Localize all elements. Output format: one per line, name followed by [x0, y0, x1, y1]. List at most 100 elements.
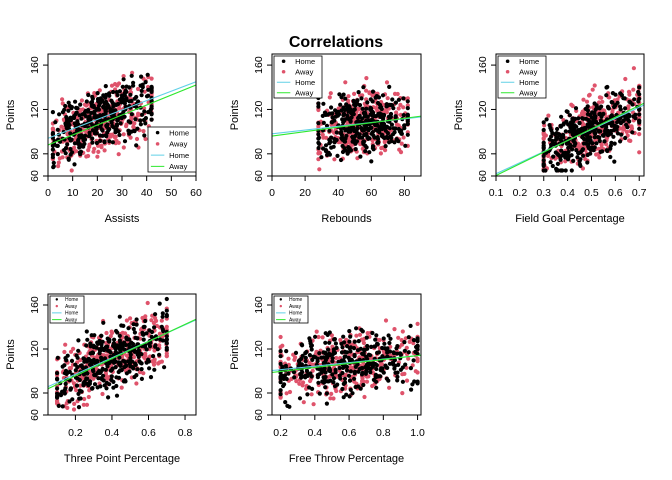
plot-frame — [271, 53, 422, 177]
home-point — [395, 378, 400, 383]
away-point — [301, 400, 306, 405]
x-tick-label: 0.1 — [489, 187, 504, 199]
home-point — [339, 95, 344, 100]
home-point — [345, 113, 350, 118]
away-point — [121, 74, 126, 79]
x-axis-label: Free Throw Percentage — [289, 453, 404, 465]
away-point — [153, 315, 158, 321]
home-point — [77, 396, 82, 401]
legend-away-points-label: Away — [65, 304, 78, 310]
away-point — [300, 383, 305, 388]
home-point — [555, 151, 560, 156]
away-point — [56, 164, 61, 169]
home-point — [392, 358, 397, 363]
home-point — [326, 379, 331, 384]
home-point — [70, 150, 75, 155]
home-point — [76, 391, 81, 396]
x-tick-label: 0.4 — [308, 427, 323, 439]
away-point — [398, 150, 404, 155]
home-point — [129, 73, 134, 78]
plot-frame — [47, 293, 197, 416]
home-point — [411, 338, 416, 343]
away-point — [316, 124, 321, 129]
home-point — [73, 368, 78, 373]
away-point — [624, 129, 629, 134]
away-point — [141, 371, 146, 376]
home-point — [340, 365, 346, 370]
home-point — [117, 355, 122, 360]
away-point — [374, 105, 379, 111]
home-point — [316, 140, 321, 145]
x-tick-label: 0.6 — [342, 427, 357, 439]
x-tick-label: 0.7 — [632, 187, 647, 199]
home-point — [341, 334, 346, 339]
away-point — [152, 348, 157, 353]
y-tick-label: 60 — [253, 409, 265, 421]
home-point — [287, 404, 292, 409]
home-point — [293, 350, 299, 355]
y-tick-label: 60 — [477, 170, 489, 182]
away-point — [361, 340, 366, 346]
home-point — [83, 133, 88, 138]
home-point — [117, 132, 122, 138]
x-tick-label: 60 — [365, 187, 377, 199]
home-point — [74, 110, 79, 115]
x-tick-label: 0.4 — [560, 187, 575, 199]
home-point — [111, 385, 116, 390]
home-point — [323, 340, 328, 345]
home-point — [346, 145, 351, 150]
away-point — [108, 334, 113, 339]
home-point — [99, 342, 104, 347]
away-point — [101, 353, 106, 358]
home-point — [342, 139, 348, 144]
away-point — [128, 316, 133, 321]
home-point — [615, 120, 620, 125]
home-point — [282, 373, 288, 378]
home-point — [331, 376, 337, 381]
home-point — [365, 100, 370, 105]
home-point — [152, 367, 157, 372]
home-point — [361, 352, 366, 357]
x-tick-label: 1.0 — [410, 427, 425, 439]
y-tick-label: 80 — [29, 387, 41, 399]
home-point — [358, 154, 363, 159]
y-tick-label: 60 — [29, 170, 41, 182]
home-point — [576, 116, 581, 121]
legend-home-points-symbol — [505, 59, 510, 64]
home-point — [138, 118, 143, 123]
x-axis-label: Assists — [105, 213, 140, 225]
home-point — [394, 346, 399, 351]
away-point — [84, 154, 89, 159]
home-point — [637, 85, 642, 90]
home-point — [60, 389, 65, 394]
home-point — [102, 94, 108, 99]
home-point — [588, 138, 593, 143]
away-point — [71, 381, 77, 386]
home-point — [348, 387, 353, 392]
home-point — [398, 352, 403, 357]
home-point — [73, 99, 78, 104]
home-point — [354, 326, 359, 331]
away-point — [116, 81, 122, 86]
panel-4: 0.2 0.4 0.6 0.8 60 80 120 160 Three Point Percen… — [5, 293, 197, 465]
home-point — [402, 348, 407, 353]
home-point — [90, 140, 95, 145]
home-point — [379, 106, 384, 112]
legend-away-points-symbol — [55, 304, 58, 308]
home-point — [590, 121, 595, 126]
away-point — [278, 395, 283, 400]
away-point — [164, 324, 169, 329]
home-point — [114, 375, 119, 380]
home-point — [76, 122, 81, 127]
home-point — [105, 363, 110, 368]
home-point — [547, 137, 552, 142]
home-point — [632, 97, 637, 102]
home-point — [374, 333, 379, 338]
home-point — [564, 109, 569, 114]
home-point — [145, 72, 150, 77]
home-point — [278, 376, 283, 381]
home-point — [341, 113, 346, 118]
home-point — [605, 104, 611, 109]
home-point — [331, 347, 336, 352]
